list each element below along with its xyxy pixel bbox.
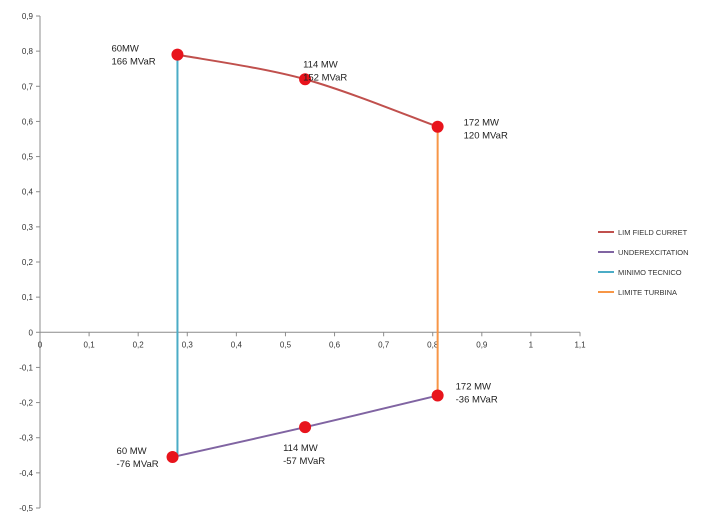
y-tick-label: 0 — [29, 328, 34, 337]
data-point-marker — [431, 389, 444, 402]
point-annotation: 152 MVaR — [303, 72, 347, 83]
point-annotation: 172 MW — [464, 118, 499, 129]
y-tick-label: 0,1 — [22, 293, 34, 302]
y-tick-label: 0,6 — [22, 117, 34, 126]
x-tick-label: 0,1 — [84, 340, 96, 349]
legend-label: LIMITE TURBINA — [618, 288, 677, 297]
y-tick-label: 0,7 — [22, 82, 34, 91]
y-tick-label: 0,4 — [22, 188, 34, 197]
legend-label: UNDEREXCITATION — [618, 248, 689, 257]
y-tick-label: 0,8 — [22, 47, 34, 56]
x-tick-label: 1 — [529, 340, 534, 349]
x-tick-label: 0,5 — [280, 340, 292, 349]
data-point-marker — [171, 48, 184, 61]
y-tick-label: 0,5 — [22, 153, 34, 162]
y-tick-label: -0,4 — [19, 469, 33, 478]
y-tick-label: -0,5 — [19, 504, 33, 513]
y-tick-label: -0,3 — [19, 434, 33, 443]
point-annotation: 120 MVaR — [464, 131, 508, 142]
point-annotation: 172 MW — [456, 382, 491, 393]
point-annotation: 114 MW — [303, 59, 338, 70]
point-annotation: 166 MVaR — [111, 57, 155, 68]
x-tick-label: 0,2 — [133, 340, 145, 349]
data-point-marker — [431, 120, 444, 133]
y-tick-label: -0,2 — [19, 399, 33, 408]
x-tick-label: 0,3 — [182, 340, 194, 349]
data-point-marker — [166, 451, 179, 464]
point-annotation: -76 MVaR — [117, 459, 159, 470]
legend-label: MINIMO TECNICO — [618, 268, 682, 277]
point-annotation: -36 MVaR — [456, 395, 498, 406]
point-annotation: 60 MW — [117, 446, 147, 457]
point-annotation: 114 MW — [283, 443, 318, 454]
x-tick-label: 0,6 — [329, 340, 341, 349]
x-tick-label: 0 — [38, 340, 43, 349]
y-tick-label: 0,2 — [22, 258, 34, 267]
point-annotation: 60MW — [111, 44, 138, 55]
x-tick-label: 0,8 — [427, 340, 439, 349]
data-point-marker — [299, 73, 312, 86]
y-tick-label: 0,9 — [22, 12, 34, 21]
y-tick-label: 0,3 — [22, 223, 34, 232]
legend-label: LIM FIELD CURRET — [618, 228, 688, 237]
x-tick-label: 0,7 — [378, 340, 390, 349]
x-tick-label: 1,1 — [574, 340, 586, 349]
x-tick-label: 0,4 — [231, 340, 243, 349]
point-annotation: -57 MVaR — [283, 456, 325, 467]
x-tick-label: 0,9 — [476, 340, 488, 349]
data-point-marker — [299, 421, 312, 434]
y-tick-label: -0,1 — [19, 363, 33, 372]
